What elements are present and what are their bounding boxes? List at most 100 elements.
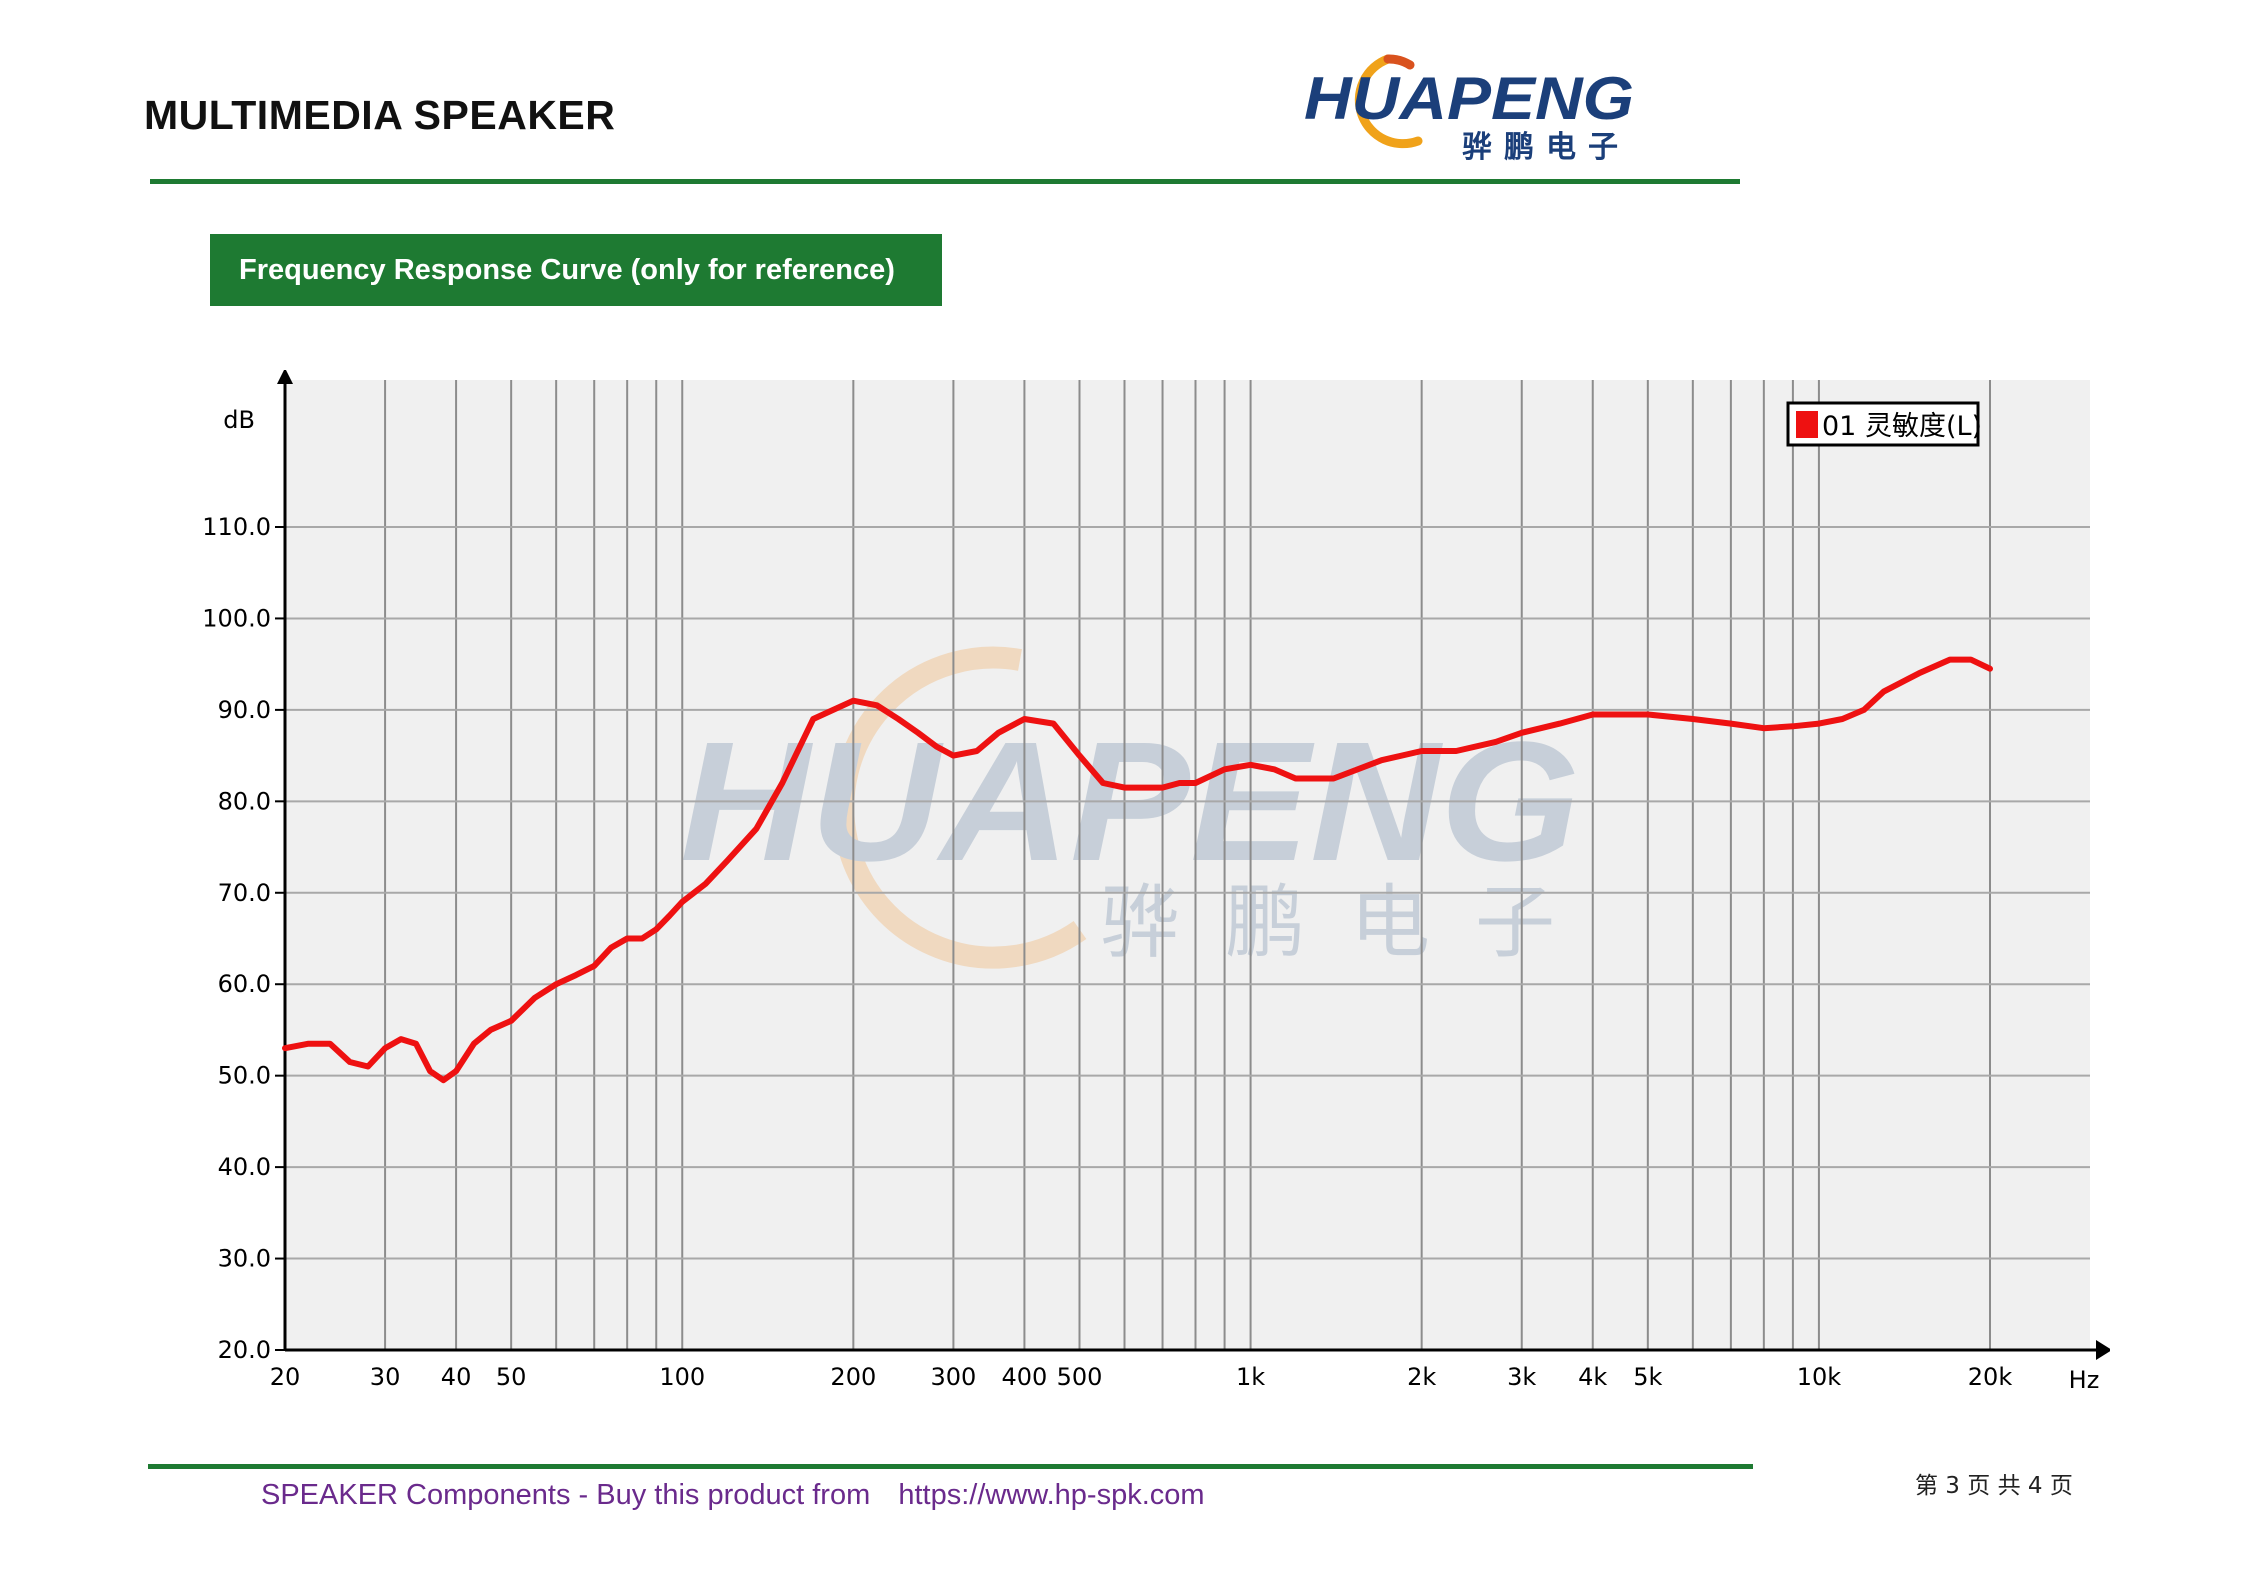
data-point — [668, 914, 672, 918]
data-point — [896, 717, 900, 721]
x-tick-label: 1k — [1236, 1363, 1265, 1391]
legend-label: 01 灵敏度(L) — [1822, 411, 1982, 442]
x-axis-arrow — [2096, 1340, 2110, 1360]
data-point — [1223, 767, 1227, 771]
data-point — [1791, 724, 1795, 728]
y-tick-label: 20.0 — [218, 1336, 271, 1364]
y-tick-label: 60.0 — [218, 970, 271, 998]
document-title: MULTIMEDIA SPEAKER — [144, 92, 616, 138]
y-tick-label: 50.0 — [218, 1062, 271, 1090]
data-point — [1454, 749, 1458, 753]
data-point — [366, 1065, 370, 1068]
data-point — [640, 937, 644, 940]
x-tick-label: 40 — [441, 1363, 472, 1391]
data-point — [1194, 781, 1197, 785]
header-divider — [150, 179, 1740, 184]
data-point — [1840, 717, 1844, 721]
data-point — [875, 703, 879, 707]
data-point — [1520, 731, 1524, 735]
footer-text: SPEAKER Components - Buy this product fr… — [261, 1479, 871, 1511]
data-point — [1380, 758, 1384, 762]
data-point — [399, 1037, 403, 1041]
data-point — [592, 964, 596, 968]
data-point — [307, 1042, 310, 1046]
logo-subtext: 骅鹏电子 — [1462, 130, 1630, 165]
data-point — [1882, 690, 1886, 694]
data-point — [1272, 767, 1276, 771]
data-point — [1862, 708, 1866, 712]
data-point — [1646, 713, 1650, 716]
footer: SPEAKER Components - Buy this product fr… — [261, 1479, 1225, 1512]
legend-swatch — [1796, 411, 1818, 438]
section-title: Frequency Response Curve (only for refer… — [210, 234, 942, 306]
page-number: 第 3 页 共 4 页 — [1915, 1473, 2073, 1499]
y-tick-label: 70.0 — [218, 879, 271, 907]
data-point — [704, 882, 708, 886]
data-point — [383, 1046, 387, 1050]
logo-text: HUAPENG — [1304, 65, 1634, 132]
data-point — [348, 1060, 352, 1064]
x-tick-label: 30 — [370, 1363, 401, 1391]
data-point — [680, 900, 684, 904]
data-point — [472, 1042, 476, 1046]
x-tick-label: 20k — [1968, 1363, 2013, 1391]
data-point — [1969, 658, 1973, 662]
x-axis-label: Hz — [2069, 1366, 2100, 1394]
y-tick-label: 100.0 — [202, 604, 271, 632]
data-point — [1494, 740, 1498, 744]
data-point — [1558, 722, 1562, 726]
data-point — [1294, 777, 1298, 780]
data-point — [1917, 671, 1921, 675]
data-point — [328, 1042, 332, 1046]
footer-divider — [148, 1464, 1753, 1469]
data-point — [916, 731, 920, 735]
frequency-response-chart: HUAPENG骅鹏电子20.030.040.050.060.070.080.09… — [202, 370, 2110, 1394]
y-tick-label: 110.0 — [202, 513, 271, 541]
x-tick-label: 2k — [1407, 1363, 1436, 1391]
data-point — [609, 946, 613, 950]
data-point — [414, 1042, 418, 1046]
plot-area — [285, 380, 2090, 1350]
data-point — [934, 745, 938, 748]
y-tick-label: 40.0 — [218, 1153, 271, 1181]
data-point — [1178, 781, 1182, 785]
x-tick-label: 100 — [659, 1363, 705, 1391]
data-point — [654, 927, 658, 931]
data-point — [1817, 722, 1821, 726]
data-point — [1420, 749, 1424, 753]
data-point — [1123, 786, 1126, 790]
data-point — [441, 1078, 445, 1082]
y-tick-label: 90.0 — [218, 696, 271, 724]
data-point — [1101, 781, 1105, 785]
data-point — [454, 1069, 458, 1073]
x-tick-label: 20 — [270, 1363, 301, 1391]
data-point — [1729, 722, 1733, 726]
x-tick-label: 4k — [1578, 1363, 1607, 1391]
huapeng-logo: HUAPENG 骅鹏电子 — [1304, 54, 1634, 165]
data-point — [1762, 726, 1766, 730]
legend-box — [1786, 401, 1980, 447]
y-axis-arrow — [277, 370, 293, 384]
data-point — [780, 781, 784, 785]
data-point — [811, 717, 815, 721]
data-point — [625, 937, 629, 940]
data-point — [1948, 658, 1952, 662]
data-point — [1161, 786, 1164, 790]
data-point — [554, 982, 558, 986]
data-point — [754, 827, 758, 831]
data-point — [428, 1069, 432, 1073]
data-point — [1142, 786, 1146, 790]
data-point — [1691, 717, 1695, 721]
data-point — [1591, 713, 1595, 716]
x-tick-label: 3k — [1507, 1363, 1536, 1391]
x-tick-label: 500 — [1057, 1363, 1103, 1391]
x-tick-label: 200 — [830, 1363, 876, 1391]
footer-url[interactable]: https://www.hp-spk.com — [898, 1479, 1205, 1511]
y-tick-label: 30.0 — [218, 1245, 271, 1273]
y-tick-label: 80.0 — [218, 787, 271, 815]
x-tick-label: 50 — [496, 1363, 527, 1391]
data-point — [1988, 667, 1992, 671]
data-point — [574, 973, 578, 977]
data-point — [283, 1046, 287, 1050]
data-point — [533, 996, 537, 1000]
